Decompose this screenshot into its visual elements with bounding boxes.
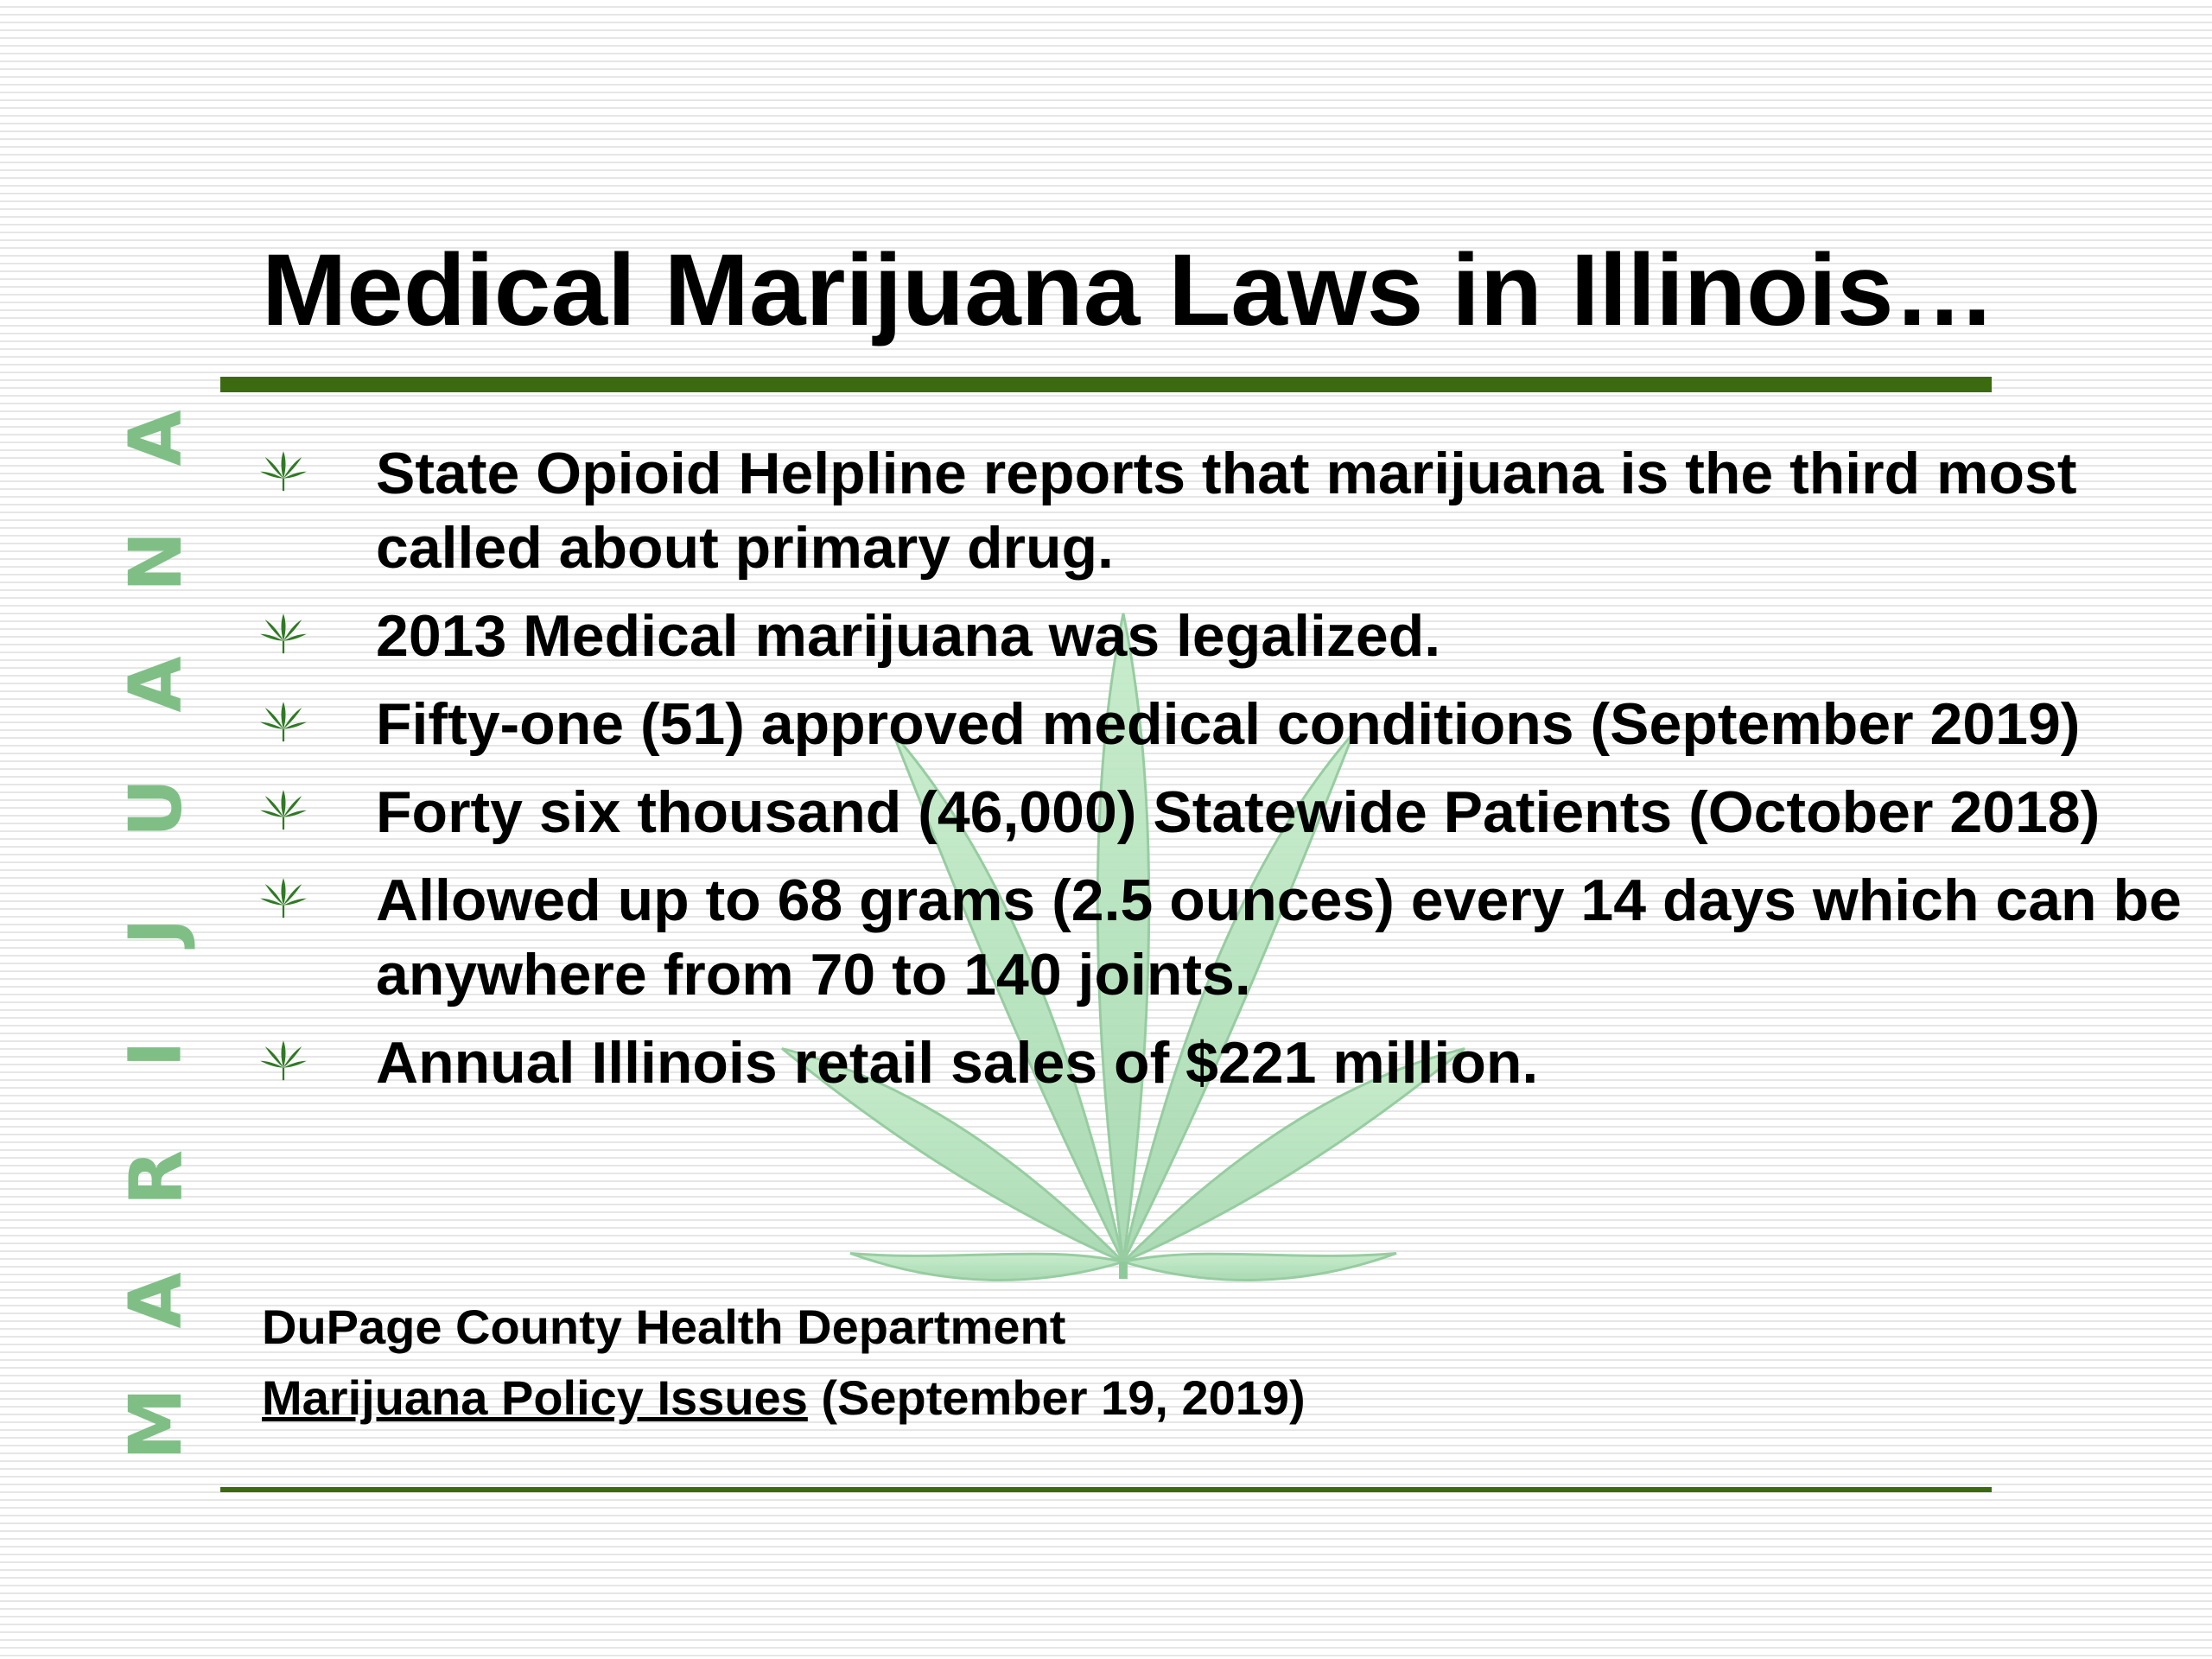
cannabis-leaf-watermark <box>781 613 1465 1281</box>
bullet-text: Allowed up to 68 grams (2.5 ounces) ever… <box>376 868 2182 1007</box>
side-letter: J <box>112 917 198 945</box>
bullet-text: Fifty-one (51) approved medical conditio… <box>376 691 2081 757</box>
title-divider <box>220 377 1992 392</box>
cannabis-leaf-icon <box>259 687 376 761</box>
source-citation: DuPage County Health Department Marijuan… <box>262 1292 1306 1433</box>
bullet-item: 2013 Medical marijuana was legalized. <box>259 599 2195 673</box>
bullet-text: Forty six thousand (46,000) Statewide Pa… <box>376 779 2101 845</box>
bullet-text: 2013 Medical marijuana was legalized. <box>376 603 1441 669</box>
side-letter: U <box>113 778 198 837</box>
bullet-item: State Opioid Helpline reports that marij… <box>259 436 2195 585</box>
cannabis-leaf-icon <box>259 775 376 849</box>
bullet-item: Allowed up to 68 grams (2.5 ounces) ever… <box>259 863 2195 1012</box>
side-letter: M <box>113 1388 198 1460</box>
side-letter: A <box>112 1272 198 1329</box>
source-link[interactable]: Marijuana Policy Issues <box>262 1370 808 1425</box>
cannabis-leaf-icon <box>259 436 376 511</box>
cannabis-leaf-icon <box>259 599 376 673</box>
side-letter: I <box>112 1040 198 1068</box>
side-letter: A <box>112 410 198 467</box>
bullet-text: Annual Illinois retail sales of $221 mil… <box>376 1030 1539 1096</box>
source-date: (September 19, 2019) <box>807 1370 1306 1425</box>
side-letter: R <box>113 1149 198 1206</box>
bullet-list: State Opioid Helpline reports that marij… <box>259 436 2195 1114</box>
bullet-item: Fifty-one (51) approved medical conditio… <box>259 687 2195 761</box>
bullet-text: State Opioid Helpline reports that marij… <box>376 441 2077 581</box>
source-line: Marijuana Policy Issues (September 19, 2… <box>262 1363 1306 1433</box>
side-letter: N <box>113 531 198 592</box>
bullet-item: Annual Illinois retail sales of $221 mil… <box>259 1026 2195 1100</box>
cannabis-leaf-icon <box>259 863 376 938</box>
source-organization: DuPage County Health Department <box>262 1300 1066 1354</box>
cannabis-leaf-icon <box>259 1026 376 1100</box>
slide-title: Medical Marijuana Laws in Illinois… <box>262 233 1996 347</box>
side-letter: A <box>112 656 198 713</box>
side-vertical-word: A N A U J I R A M <box>112 402 198 1460</box>
footer-divider <box>220 1487 1992 1492</box>
bullet-item: Forty six thousand (46,000) Statewide Pa… <box>259 775 2195 849</box>
